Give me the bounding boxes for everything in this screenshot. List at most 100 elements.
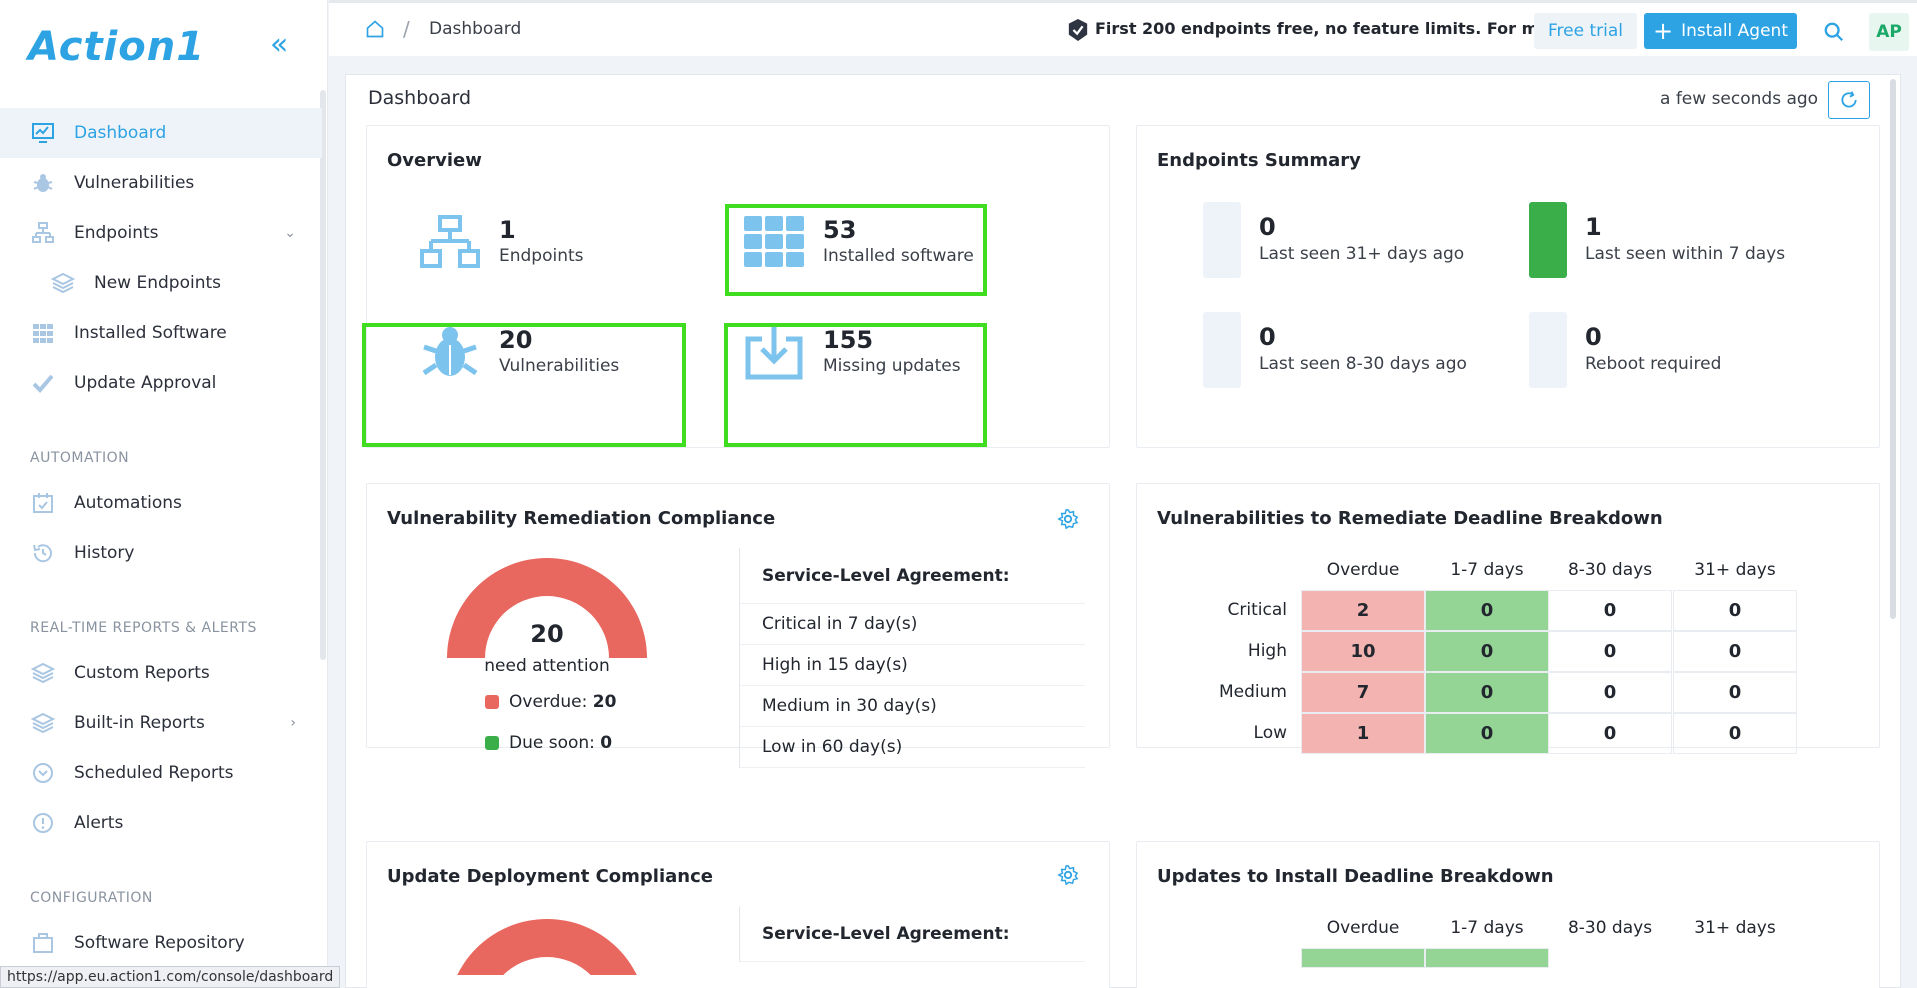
stat-text: 53 Installed software [823, 216, 974, 268]
column-header: Overdue [1326, 918, 1400, 938]
search-icon[interactable] [1823, 21, 1845, 43]
sidebar-item-custom-reports[interactable]: Custom Reports [0, 648, 322, 698]
grid-icon [743, 214, 805, 270]
status-bar [1203, 202, 1241, 278]
package-icon [30, 930, 56, 956]
calendar-icon [30, 490, 56, 516]
summary-reboot-required[interactable]: 0 Reboot required [1529, 312, 1721, 388]
breakdown-cell[interactable] [1301, 948, 1425, 968]
summary-last-seen-31[interactable]: 0 Last seen 31+ days ago [1203, 202, 1464, 278]
breakdown-cell[interactable]: 0 [1548, 672, 1672, 713]
sidebar-item-scheduled-reports[interactable]: Scheduled Reports [0, 748, 322, 798]
breakdown-cell[interactable] [1425, 948, 1549, 968]
sidebar-item-label: Automations [74, 493, 182, 513]
breakdown-cell[interactable]: 0 [1425, 672, 1549, 713]
sidebar-item-update-approval[interactable]: Update Approval [0, 358, 322, 408]
breakdown-cell[interactable]: 0 [1673, 672, 1797, 713]
stat-label: Missing updates [823, 356, 961, 376]
history-icon [30, 540, 56, 566]
column-header: Overdue [1326, 560, 1400, 580]
legend-value: 20 [592, 692, 617, 712]
breakdown-cell[interactable]: 0 [1548, 631, 1672, 672]
check-icon [30, 370, 56, 396]
chevron-right-icon[interactable]: › [290, 715, 296, 731]
home-icon[interactable] [365, 19, 385, 39]
summary-value: 0 [1259, 213, 1276, 241]
summary-text: 0 Reboot required [1585, 323, 1721, 377]
stat-endpoints[interactable]: 1 Endpoints [419, 214, 584, 270]
sidebar-item-new-endpoints[interactable]: New Endpoints [0, 258, 322, 308]
network-icon [419, 214, 481, 270]
vuln-compliance-title: Vulnerability Remediation Compliance [387, 508, 776, 529]
breakdown-cell[interactable]: 0 [1673, 713, 1797, 754]
gear-icon[interactable] [1057, 864, 1079, 886]
stat-installed-software[interactable]: 53 Installed software [743, 214, 974, 270]
summary-last-seen-8-30[interactable]: 0 Last seen 8-30 days ago [1203, 312, 1467, 388]
update-breakdown-title: Updates to Install Deadline Breakdown [1157, 866, 1554, 887]
summary-last-seen-7[interactable]: 1 Last seen within 7 days [1529, 202, 1785, 278]
sidebar-item-automations[interactable]: Automations [0, 478, 322, 528]
dashboard-panel: Dashboard a few seconds ago Overview 1 E… [345, 74, 1901, 988]
grid-icon [30, 320, 56, 346]
sidebar-item-software-repository[interactable]: Software Repository [0, 918, 322, 968]
breakdown-cell[interactable]: 7 [1301, 672, 1425, 713]
action1-logo[interactable]: Action1 [28, 24, 206, 70]
sidebar-item-vulnerabilities[interactable]: Vulnerabilities [0, 158, 322, 208]
collapse-sidebar-icon[interactable]: « [270, 27, 289, 62]
summary-value: 0 [1585, 323, 1602, 351]
chevron-down-icon[interactable]: ⌄ [284, 225, 296, 241]
breakdown-cell[interactable]: 0 [1673, 631, 1797, 672]
summary-text: 1 Last seen within 7 days [1585, 213, 1785, 267]
gauge-label: need attention [484, 656, 610, 676]
stat-vulnerabilities[interactable]: 20 Vulnerabilities [419, 324, 619, 380]
sla-title: Service-Level Agreement: [740, 906, 1085, 962]
section-configuration: CONFIGURATION [30, 890, 153, 906]
legend-value: 0 [600, 733, 613, 753]
last-updated: a few seconds ago [1660, 89, 1819, 109]
breakdown-cell[interactable]: 2 [1301, 590, 1425, 631]
sidebar: Action1 « Dashboard Vulnerabilities Endp… [0, 0, 341, 988]
breakdown-cell[interactable]: 0 [1425, 631, 1549, 672]
sidebar-item-endpoints[interactable]: Endpoints ⌄ [0, 208, 322, 258]
network-icon [30, 220, 56, 246]
column-header: 8-30 days [1567, 560, 1653, 580]
summary-value: 1 [1585, 213, 1602, 241]
stat-missing-updates[interactable]: 155 Missing updates [743, 324, 961, 380]
sla-item: Low in 60 day(s) [740, 727, 1085, 768]
breakdown-cell[interactable]: 0 [1548, 590, 1672, 631]
breakdown-cell[interactable]: 0 [1425, 590, 1549, 631]
free-trial-button[interactable]: Free trial [1534, 13, 1637, 49]
column-header: 1-7 days [1450, 918, 1524, 938]
breakdown-cell[interactable]: 1 [1301, 713, 1425, 754]
install-agent-button[interactable]: + Install Agent [1644, 13, 1797, 49]
breakdown-cell[interactable]: 0 [1673, 590, 1797, 631]
due-soon-swatch [485, 736, 499, 750]
top-header: / Dashboard First 200 endpoints free, no… [329, 0, 1917, 56]
update-compliance-title: Update Deployment Compliance [387, 866, 713, 887]
download-icon [743, 324, 805, 380]
breakdown-cell[interactable]: 0 [1548, 713, 1672, 754]
bug-icon [30, 170, 56, 196]
sidebar-item-alerts[interactable]: Alerts [0, 798, 322, 848]
layers-icon [30, 710, 56, 736]
breakdown-cell[interactable]: 10 [1301, 631, 1425, 672]
row-label: Low [1253, 723, 1287, 743]
sidebar-item-built-in-reports[interactable]: Built-in Reports › [0, 698, 322, 748]
sidebar-item-dashboard[interactable]: Dashboard [0, 108, 322, 158]
avatar[interactable]: AP [1869, 13, 1909, 51]
sidebar-item-history[interactable]: History [0, 528, 322, 578]
column-header: 31+ days [1694, 560, 1776, 580]
scrollbar-thumb[interactable] [1890, 79, 1896, 619]
column-header: 8-30 days [1567, 918, 1653, 938]
sidebar-item-installed-software[interactable]: Installed Software [0, 308, 322, 358]
legend-label: Overdue: [509, 692, 588, 712]
page-scrollbar[interactable] [1887, 75, 1899, 635]
gear-icon[interactable] [1057, 508, 1079, 530]
breakdown-cell[interactable]: 0 [1425, 713, 1549, 754]
alert-icon [30, 810, 56, 836]
refresh-button[interactable] [1828, 81, 1870, 119]
sidebar-item-label: Dashboard [74, 123, 167, 143]
status-bar [1529, 312, 1567, 388]
update-breakdown-card: Updates to Install Deadline Breakdown Ov… [1136, 841, 1880, 988]
sidebar-scrollbar[interactable] [320, 90, 326, 660]
